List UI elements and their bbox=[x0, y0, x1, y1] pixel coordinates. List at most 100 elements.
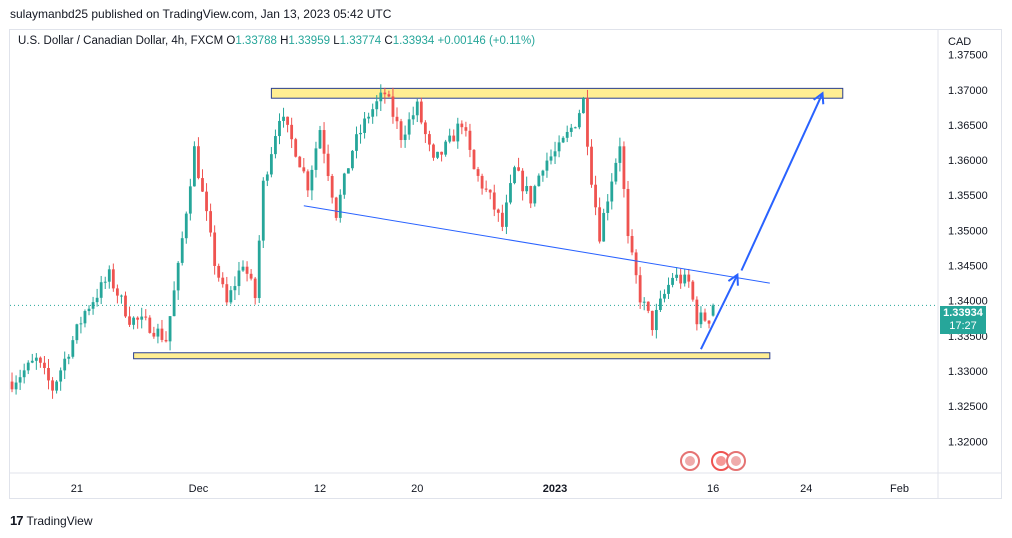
candle-body[interactable] bbox=[115, 288, 119, 296]
candle-body[interactable] bbox=[221, 277, 225, 285]
candle-body[interactable] bbox=[132, 317, 135, 325]
candle-body[interactable] bbox=[192, 146, 196, 187]
candle-body[interactable] bbox=[286, 116, 289, 125]
candle-body[interactable] bbox=[436, 151, 439, 158]
candle-body[interactable] bbox=[598, 207, 602, 242]
projection-arrow-1[interactable] bbox=[700, 274, 739, 350]
candle-body[interactable] bbox=[180, 238, 184, 263]
candle-body[interactable] bbox=[172, 290, 176, 317]
candle-body[interactable] bbox=[99, 282, 103, 298]
candle-body[interactable] bbox=[274, 136, 277, 155]
candle-body[interactable] bbox=[351, 150, 354, 169]
candle-body[interactable] bbox=[671, 277, 674, 285]
candle-body[interactable] bbox=[136, 317, 140, 320]
candle-body[interactable] bbox=[107, 269, 111, 282]
candle-body[interactable] bbox=[606, 201, 610, 213]
candle-body[interactable] bbox=[492, 192, 496, 210]
candle-body[interactable] bbox=[452, 135, 456, 142]
candle-body[interactable] bbox=[375, 101, 379, 110]
candle-body[interactable] bbox=[419, 101, 423, 123]
candle-body[interactable] bbox=[456, 123, 460, 142]
candle-body[interactable] bbox=[480, 175, 484, 189]
candle-body[interactable] bbox=[71, 340, 75, 357]
candle-body[interactable] bbox=[675, 274, 679, 278]
candle-body[interactable] bbox=[667, 284, 670, 294]
candle-body[interactable] bbox=[237, 270, 241, 287]
candle-body[interactable] bbox=[533, 186, 537, 204]
candle-body[interactable] bbox=[630, 236, 634, 253]
candle-body[interactable] bbox=[269, 154, 273, 175]
candle-body[interactable] bbox=[22, 370, 26, 378]
candle-body[interactable] bbox=[594, 184, 597, 208]
candle-body[interactable] bbox=[87, 308, 91, 312]
candle-body[interactable] bbox=[229, 290, 233, 303]
candle-body[interactable] bbox=[140, 316, 144, 320]
candle-body[interactable] bbox=[213, 232, 217, 266]
candle-body[interactable] bbox=[573, 127, 577, 129]
candle-body[interactable] bbox=[95, 297, 99, 303]
candle-body[interactable] bbox=[484, 188, 488, 190]
candle-body[interactable] bbox=[687, 274, 691, 282]
candle-body[interactable] bbox=[201, 178, 204, 192]
candle-body[interactable] bbox=[468, 130, 472, 150]
candle-body[interactable] bbox=[326, 153, 330, 177]
candle-body[interactable] bbox=[403, 134, 407, 141]
candle-body[interactable] bbox=[553, 151, 557, 157]
candle-body[interactable] bbox=[253, 278, 257, 299]
candle-body[interactable] bbox=[314, 148, 318, 170]
candle-body[interactable] bbox=[654, 309, 658, 331]
candle-body[interactable] bbox=[529, 186, 533, 204]
candle-body[interactable] bbox=[342, 173, 346, 195]
candle-body[interactable] bbox=[346, 168, 350, 174]
candle-body[interactable] bbox=[557, 142, 561, 152]
candle-body[interactable] bbox=[626, 188, 630, 237]
footer-brand[interactable]: 17 TradingView bbox=[10, 513, 93, 528]
candle-body[interactable] bbox=[387, 94, 391, 97]
candle-body[interactable] bbox=[549, 156, 553, 161]
candle-body[interactable] bbox=[541, 170, 545, 176]
candle-body[interactable] bbox=[517, 167, 520, 171]
candle-body[interactable] bbox=[156, 328, 160, 337]
candle-body[interactable] bbox=[144, 316, 148, 318]
candle-body[interactable] bbox=[355, 134, 358, 151]
candle-body[interactable] bbox=[103, 281, 107, 283]
candle-body[interactable] bbox=[197, 146, 200, 179]
candle-body[interactable] bbox=[586, 98, 589, 147]
candle-body[interactable] bbox=[610, 181, 614, 202]
candle-body[interactable] bbox=[464, 127, 468, 131]
candle-body[interactable] bbox=[363, 118, 366, 133]
candle-body[interactable] bbox=[521, 170, 525, 192]
candle-body[interactable] bbox=[91, 302, 95, 309]
candle-body[interactable] bbox=[75, 324, 79, 341]
candle-body[interactable] bbox=[415, 101, 419, 116]
candle-body[interactable] bbox=[659, 298, 662, 310]
candle-body[interactable] bbox=[476, 169, 480, 176]
candle-body[interactable] bbox=[298, 156, 302, 168]
candle-body[interactable] bbox=[290, 124, 294, 140]
candle-body[interactable] bbox=[679, 274, 683, 284]
candle-body[interactable] bbox=[261, 180, 265, 241]
candle-body[interactable] bbox=[618, 146, 622, 163]
candle-body[interactable] bbox=[695, 299, 699, 325]
candle-body[interactable] bbox=[622, 146, 626, 189]
candle-body[interactable] bbox=[160, 328, 164, 340]
candle-body[interactable] bbox=[699, 312, 703, 325]
candle-body[interactable] bbox=[577, 113, 581, 128]
candle-body[interactable] bbox=[488, 189, 492, 193]
candle-body[interactable] bbox=[582, 98, 585, 114]
candle-body[interactable] bbox=[565, 131, 569, 138]
candle-body[interactable] bbox=[379, 92, 383, 102]
candle-body[interactable] bbox=[509, 183, 512, 203]
candle-body[interactable] bbox=[642, 301, 646, 303]
candle-body[interactable] bbox=[294, 139, 298, 157]
candle-body[interactable] bbox=[614, 162, 618, 182]
candle-body[interactable] bbox=[359, 132, 362, 135]
candle-body[interactable] bbox=[176, 262, 180, 291]
candle-body[interactable] bbox=[30, 360, 34, 363]
candle-body[interactable] bbox=[707, 320, 711, 324]
candle-body[interactable] bbox=[545, 160, 549, 171]
candle-body[interactable] bbox=[525, 186, 529, 192]
candle-body[interactable] bbox=[26, 362, 30, 371]
candle-body[interactable] bbox=[537, 175, 541, 187]
candle-body[interactable] bbox=[233, 286, 237, 291]
